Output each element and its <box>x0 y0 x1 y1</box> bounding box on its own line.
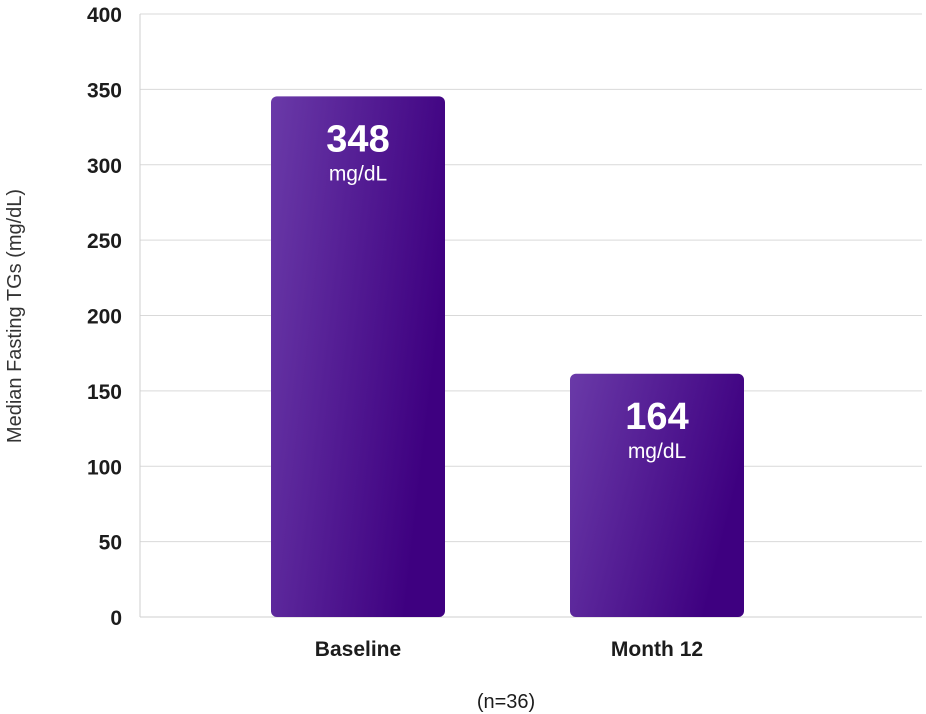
x-tick-label: Month 12 <box>611 638 703 661</box>
y-tick-label: 250 <box>87 230 122 253</box>
bar-unit-label: mg/dL <box>329 162 387 185</box>
x-tick-label: Baseline <box>315 638 401 661</box>
bar-value-label: 164 <box>625 396 688 438</box>
y-tick-label: 350 <box>87 79 122 102</box>
bar <box>271 96 445 617</box>
bar-unit-label: mg/dL <box>628 440 686 463</box>
y-axis-ticks: 0 50 100 150 200 250 300 350 400 <box>87 4 122 630</box>
y-axis-label: Median Fasting TGs (mg/dL) <box>4 189 26 443</box>
gridlines <box>139 13 922 618</box>
bar <box>570 373 744 617</box>
y-tick-label: 200 <box>87 306 122 329</box>
y-tick-label: 0 <box>110 607 122 630</box>
x-axis-label: (n=36) <box>477 691 535 713</box>
x-axis-ticks: Baseline Month 12 <box>315 638 703 661</box>
y-tick-label: 300 <box>87 155 122 178</box>
y-tick-label: 400 <box>87 4 122 27</box>
y-tick-label: 100 <box>87 456 122 479</box>
bar-value-label: 348 <box>326 118 389 160</box>
y-tick-label: 50 <box>99 532 122 555</box>
y-tick-label: 150 <box>87 381 122 404</box>
